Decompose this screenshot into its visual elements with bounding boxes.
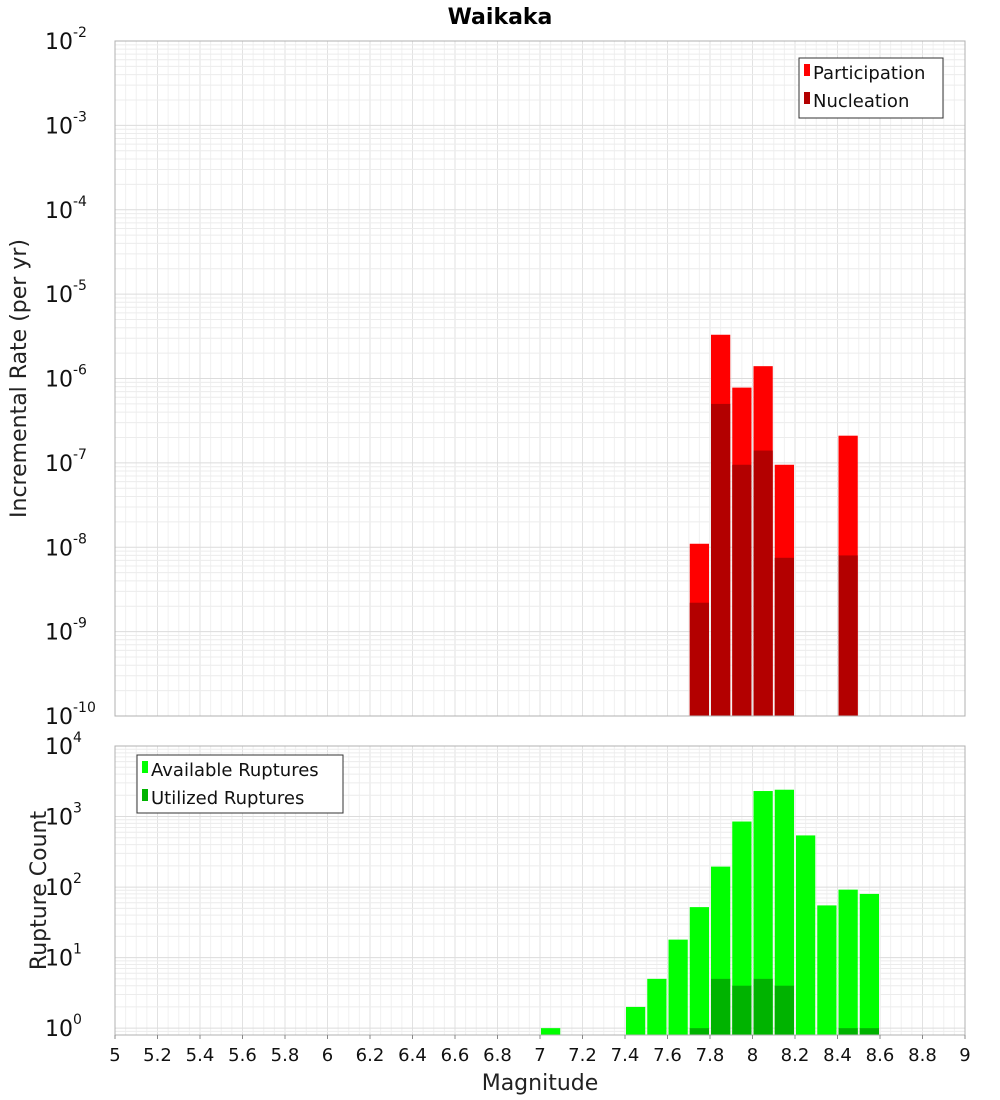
count-ytick-exp: 1 [73,942,82,958]
count-available-ruptures-bar [647,978,667,1035]
rate-ytick-base: 10 [45,368,73,393]
count-ytick-base: 10 [45,1017,73,1042]
rate-ytick-exp: -2 [73,25,87,41]
chart-title: Waikaka [448,5,553,30]
count-legend-swatch [142,789,148,801]
rate-nucleation-bar [774,557,794,716]
count-legend-box [136,754,344,814]
count-legend-label: Utilized Ruptures [151,788,304,809]
count-ytick-base: 10 [45,806,73,831]
count-available-ruptures-bar [668,939,688,1035]
x-tick-label: 6.2 [356,1045,385,1066]
rate-nucleation-bar [689,602,709,716]
rate-legend-label: Nucleation [813,91,909,112]
x-tick-label: 6.4 [398,1045,427,1066]
rate-ytick-base: 10 [45,283,73,308]
count-ytick-exp: 0 [73,1012,82,1028]
x-tick-label: 8 [747,1045,758,1066]
count-ytick-base: 10 [45,735,73,760]
x-tick-label: 8.2 [781,1045,810,1066]
x-tick-label: 8.6 [866,1045,895,1066]
rate-nucleation-bar [838,555,858,716]
count-available-ruptures-bar [817,905,837,1035]
count-ytick-base: 10 [45,876,73,901]
rate-legend-swatch [804,92,810,104]
rate-ytick-exp: -4 [73,194,87,210]
x-tick-label: 7.6 [653,1045,682,1066]
rate-ytick-base: 10 [45,114,73,139]
count-utilized-ruptures-bar [711,978,731,1035]
count-available-ruptures-bar [859,893,879,1035]
x-tick-label: 5.6 [228,1045,257,1066]
x-tick-label: 5.4 [186,1045,215,1066]
x-tick-label: 9 [959,1045,970,1066]
count-utilized-ruptures-bar [753,978,773,1035]
count-available-ruptures-bar [541,1028,561,1035]
x-tick-label: 8.4 [823,1045,852,1066]
rate-ytick-base: 10 [45,621,73,646]
count-available-ruptures-bar [796,835,816,1035]
count-available-ruptures-bar [689,907,709,1035]
count-ytick-exp: 3 [73,801,82,817]
x-tick-label: 6.6 [441,1045,470,1066]
count-available-ruptures-bar [626,1006,646,1035]
x-tick-label: 7.8 [696,1045,725,1066]
x-tick-label: 6 [322,1045,333,1066]
count-y-axis-label: Rupture Count [27,811,52,971]
rate-y-axis-label: Incremental Rate (per yr) [7,239,32,518]
x-tick-label: 5.2 [143,1045,172,1066]
rate-ytick-base: 10 [45,536,73,561]
count-available-ruptures-bar [753,791,773,1035]
rate-nucleation-bar [711,403,731,716]
x-tick-label: 7.2 [568,1045,597,1066]
count-legend-label: Available Ruptures [151,760,319,781]
count-utilized-ruptures-bar [689,1028,709,1035]
count-utilized-ruptures-bar [838,1028,858,1035]
count-ytick-base: 10 [45,947,73,972]
x-tick-label: 6.8 [483,1045,512,1066]
x-tick-label: 5 [109,1045,120,1066]
rate-ytick-exp: -8 [73,531,87,547]
count-utilized-ruptures-bar [732,985,752,1035]
x-tick-label: 7.4 [611,1045,640,1066]
rate-ytick-exp: -6 [73,363,87,379]
count-utilized-ruptures-bar [859,1028,879,1035]
rate-nucleation-bar [732,464,752,716]
rate-legend-swatch [804,64,810,76]
rate-plot-frame [114,40,966,717]
rate-ytick-exp: -10 [73,700,96,716]
count-available-ruptures-bar [732,821,752,1035]
rate-ytick-exp: -9 [73,616,87,632]
rate-ytick-exp: -7 [73,447,87,463]
x-axis-label: Magnitude [482,1071,599,1096]
rate-ytick-base: 10 [45,30,73,55]
count-ytick-exp: 4 [73,730,82,746]
x-tick-label: 7 [534,1045,545,1066]
count-ytick-exp: 2 [73,871,82,887]
rate-legend-label: Participation [813,63,925,84]
count-available-ruptures-bar [774,789,794,1035]
rate-ytick-exp: -3 [73,109,87,125]
rate-ytick-base: 10 [45,199,73,224]
rate-ytick-base: 10 [45,705,73,730]
rate-legend-box [798,57,944,119]
count-legend-swatch [142,761,148,773]
x-tick-label: 5.8 [271,1045,300,1066]
x-tick-label: 8.8 [908,1045,937,1066]
rate-ytick-base: 10 [45,452,73,477]
count-utilized-ruptures-bar [774,985,794,1035]
rate-nucleation-bar [753,450,773,716]
count-available-ruptures-bar [838,889,858,1035]
rate-ytick-exp: -5 [73,278,87,294]
